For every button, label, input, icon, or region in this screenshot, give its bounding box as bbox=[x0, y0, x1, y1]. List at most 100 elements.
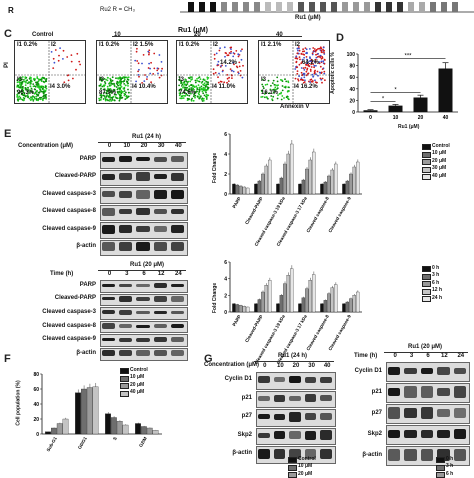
flow-dot bbox=[276, 97, 279, 100]
flow-dot bbox=[101, 85, 104, 88]
flow-dot bbox=[109, 81, 112, 83]
g2-band bbox=[453, 429, 466, 439]
flow-dot bbox=[138, 75, 140, 78]
flow-dot bbox=[262, 85, 264, 88]
flow-dot bbox=[262, 78, 264, 81]
g1-row-label: β-actin bbox=[232, 450, 252, 457]
flow-dot bbox=[320, 49, 323, 52]
chartE1-bar bbox=[279, 177, 284, 195]
chartE1-xtick-label: PARP bbox=[231, 196, 241, 209]
q3-label: I3 bbox=[17, 77, 23, 83]
flow-dot bbox=[111, 96, 114, 99]
g1-band bbox=[289, 411, 301, 422]
flow-dot bbox=[235, 65, 238, 68]
flow-dot bbox=[207, 87, 209, 90]
flow-dot bbox=[202, 88, 204, 91]
flow-dot bbox=[186, 86, 188, 89]
flow-dot bbox=[78, 60, 81, 63]
flow-dot bbox=[273, 88, 276, 91]
e2-band bbox=[102, 350, 116, 357]
e2-row-label: Cleaved caspase-3 bbox=[42, 309, 96, 315]
flow-dot bbox=[190, 84, 193, 86]
panel-label-c: C bbox=[4, 28, 12, 40]
flow-dot bbox=[28, 92, 30, 95]
flow-dot bbox=[182, 81, 185, 84]
flow-dot bbox=[189, 80, 192, 83]
flow-dot bbox=[205, 80, 208, 83]
e2-band bbox=[102, 323, 116, 329]
flow-dot bbox=[218, 49, 221, 52]
flow-dot bbox=[17, 84, 19, 87]
flow-dot bbox=[30, 87, 33, 90]
chartE2-ytick-label: 6 bbox=[224, 260, 227, 266]
flow-dot bbox=[117, 87, 120, 90]
g2-band bbox=[388, 449, 401, 461]
flow-dot bbox=[218, 72, 220, 75]
flow-dot bbox=[135, 80, 137, 83]
flow-dot bbox=[320, 60, 323, 63]
e2-band bbox=[119, 350, 133, 357]
flow-dot bbox=[296, 52, 299, 55]
top-bar bbox=[188, 2, 194, 12]
flow-dot bbox=[203, 79, 206, 82]
flow-dot bbox=[127, 85, 129, 87]
flow-dot bbox=[241, 48, 243, 51]
flow-dot bbox=[274, 90, 276, 92]
f-legend-swatch bbox=[120, 375, 129, 382]
flow-dot bbox=[264, 92, 267, 94]
flow-dot bbox=[320, 71, 323, 74]
flow-dot bbox=[288, 86, 290, 89]
flow-dot bbox=[120, 86, 123, 88]
flow-dot bbox=[62, 58, 64, 60]
flow-dot bbox=[299, 58, 301, 61]
chartE2-bar bbox=[342, 303, 346, 313]
flow-dot bbox=[315, 73, 317, 76]
e1-legend-swatch bbox=[422, 151, 431, 158]
e1-band bbox=[136, 208, 150, 216]
chartE2-bar bbox=[355, 291, 360, 313]
flow-dot bbox=[324, 79, 326, 82]
flow-dot bbox=[264, 84, 267, 86]
chartE1-bar bbox=[345, 180, 350, 195]
e1-band bbox=[119, 156, 133, 163]
flow-dot bbox=[318, 61, 321, 63]
flow-dot bbox=[111, 76, 114, 79]
flow-dot bbox=[241, 76, 244, 79]
chartE1-ytick-label: 4 bbox=[224, 152, 227, 158]
flow-dot bbox=[217, 81, 220, 84]
flow-dot bbox=[29, 85, 32, 88]
flow-dot bbox=[187, 90, 190, 93]
e2-band bbox=[170, 311, 184, 314]
flow-dot bbox=[142, 54, 145, 56]
flow-dot bbox=[22, 85, 24, 88]
chartE2-bar bbox=[245, 306, 250, 313]
e-blot1-title-line bbox=[98, 142, 186, 143]
g2-band bbox=[388, 430, 401, 438]
flow-dot bbox=[237, 53, 240, 56]
top-bar bbox=[397, 2, 403, 12]
chartF-bar bbox=[141, 426, 147, 435]
g1-lane-label: 10 bbox=[277, 363, 284, 369]
f-legend-swatch bbox=[120, 368, 129, 374]
g1-lane-label: 20 bbox=[292, 363, 300, 369]
q1-label: I1 0.2% bbox=[99, 42, 120, 48]
e2-lane-label: 0 bbox=[107, 271, 112, 277]
flow-dot bbox=[318, 71, 321, 74]
flow-dot bbox=[105, 89, 108, 92]
flow-dot bbox=[229, 68, 232, 70]
flow-dot bbox=[242, 64, 244, 67]
g1-band bbox=[320, 395, 332, 401]
flow-dot bbox=[231, 77, 233, 79]
flow-dot bbox=[302, 53, 304, 56]
flow-dot bbox=[98, 84, 101, 87]
chartE2-bar bbox=[308, 280, 312, 313]
chartE2-bar bbox=[320, 303, 324, 313]
flow-dot bbox=[297, 79, 300, 82]
flow-dot bbox=[294, 77, 297, 80]
flow-dot bbox=[45, 97, 47, 100]
top-bar bbox=[375, 2, 381, 12]
chartE2-bar bbox=[267, 280, 272, 313]
g-blot1-title-line bbox=[254, 361, 334, 362]
e2-lane-label: 6 bbox=[142, 271, 146, 277]
flow-dot bbox=[265, 96, 268, 98]
